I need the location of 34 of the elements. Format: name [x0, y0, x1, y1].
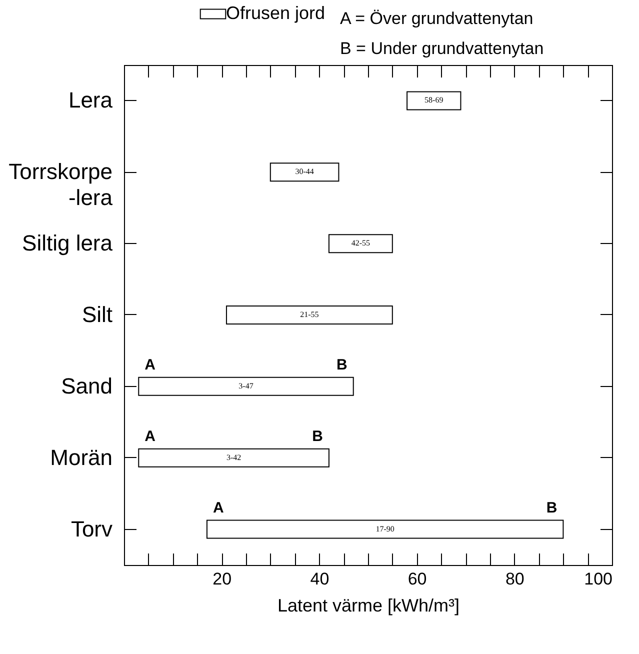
y-tick-label: Silt [82, 302, 112, 327]
data-label: 3-47 [238, 381, 254, 390]
annotation: A [144, 356, 156, 374]
data-label: 30-44 [295, 167, 314, 176]
data-label: 3-42 [226, 452, 242, 462]
bar [226, 306, 393, 324]
y-tick-label: Siltig lera [22, 230, 114, 256]
y-tick-label: Lera [68, 88, 114, 113]
data-label: 42-55 [351, 238, 370, 248]
legend-label: Ofrusen jord [226, 3, 326, 23]
y-tick-label: Torv [70, 516, 112, 542]
annotation: B [312, 428, 324, 445]
bar [406, 91, 462, 110]
bar [270, 162, 340, 182]
data-label: 21-55 [300, 310, 319, 319]
annotation: B [546, 499, 558, 516]
text: A = Över grundvattenytan [340, 8, 534, 30]
y-tick-label: Morän [50, 444, 112, 470]
annotation: A [212, 499, 224, 516]
x-tick-label: 20 [212, 570, 232, 588]
y-tick-label: Torrskorpe-lera [8, 159, 114, 210]
data-label: 58-69 [424, 96, 444, 105]
x-tick-label: 80 [505, 570, 524, 588]
x-axis-title: Latent värme [kWh/m³] [277, 596, 460, 616]
bar [206, 520, 564, 539]
data-label: 17-90 [376, 524, 394, 534]
x-tick-label: 60 [408, 570, 427, 588]
annotation: B [336, 356, 348, 374]
x-tick-label: 40 [310, 570, 330, 588]
text: B = Under grundvattenytan [340, 38, 544, 60]
y-tick-label: Sand [61, 373, 112, 398]
annotation: A [144, 428, 156, 445]
x-tick-label: 100 [584, 570, 612, 588]
bar [328, 234, 393, 254]
